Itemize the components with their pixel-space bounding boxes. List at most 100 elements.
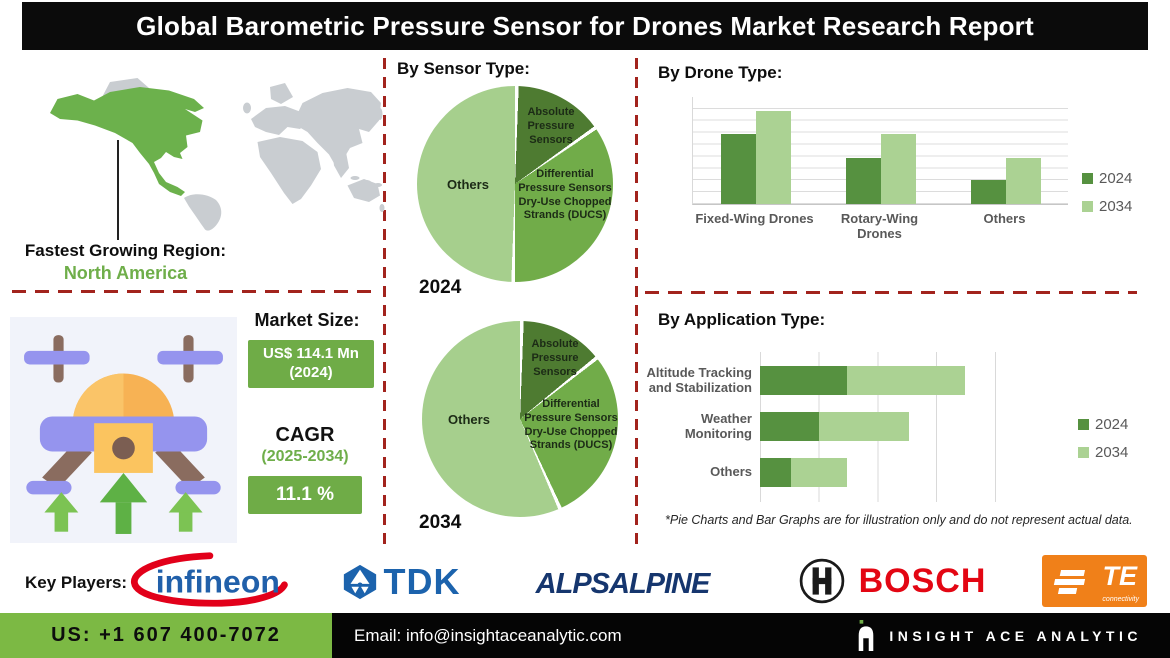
page-title: Global Barometric Pressure Sensor for Dr… [136, 10, 1034, 41]
bar-2024 [970, 180, 1006, 204]
map-pointer-line [117, 140, 119, 240]
infineon-logo: infineon [122, 549, 292, 609]
map-australia [347, 179, 380, 202]
pie1-label-others: Others [447, 177, 489, 192]
infineon-swoosh-icon: infineon [131, 552, 288, 607]
app-row: Weather Monitoring [645, 410, 997, 441]
x-category-label: Fixed-Wing Drones [695, 211, 814, 226]
disclaimer-footnote: *Pie Charts and Bar Graphs are for illus… [665, 513, 1133, 527]
drone-type-bars [693, 97, 1068, 204]
y-category-label: Weather Monitoring [684, 410, 752, 441]
bosch-wordmark: BOSCH [858, 561, 987, 600]
legend-item-2034: 2034 [1078, 444, 1128, 461]
app-row: Altitude Tracking and Stabilization [645, 364, 997, 395]
bar-2024 [845, 158, 881, 204]
market-size-value: US$ 114.1 Mn (2024) [248, 340, 374, 388]
legend-label-2024: 2024 [1095, 416, 1129, 433]
drone-type-categories: Fixed-Wing Drones Rotary-Wing Drones Other… [692, 211, 1067, 241]
tdk-wordmark: TDK [383, 561, 461, 602]
bar-group [693, 97, 818, 204]
footer-bar: US: +1 607 400-7072 Email: info@insighta… [0, 613, 1170, 658]
map-asia [295, 88, 381, 165]
sensor-type-heading: By Sensor Type: [397, 59, 530, 78]
legend-label-2024: 2024 [1099, 170, 1133, 187]
pie2-label-others: Others [448, 412, 490, 427]
world-map-svg [50, 78, 385, 231]
drone-svg [24, 335, 223, 534]
map-africa [257, 137, 321, 204]
application-type-chart: Altitude Tracking and Stabilization Weath… [645, 352, 997, 504]
brand-logo: INSIGHT ACE ANALYTIC [855, 620, 1142, 651]
bar-group [943, 97, 1068, 204]
y-category-label: Altitude Tracking and Stabilization [646, 364, 752, 395]
te-connectivity-logo: TE connectivity [1042, 555, 1147, 607]
segment-2024 [760, 412, 819, 441]
te-sub-wordmark: connectivity [1102, 596, 1139, 603]
bar-2034 [1005, 158, 1041, 204]
world-map [35, 72, 385, 235]
email-address: Email: info@insightaceanalytic.com [354, 625, 622, 645]
bar-group [818, 97, 943, 204]
te-bars-icon [1053, 570, 1086, 594]
alps-alpine-logo: ALPSALPINE [505, 564, 740, 604]
legend-item-2024: 2024 [1078, 416, 1128, 433]
legend-swatch-2034 [1082, 201, 1093, 212]
bar-2034 [880, 134, 916, 204]
market-size-label: Market Size: [254, 310, 360, 330]
legend-item-2024: 2024 [1082, 170, 1132, 187]
region-value: North America [63, 263, 188, 283]
pie2-label-ducs: Differential Pressure Sensors Dry-Use Ch… [524, 398, 618, 452]
stacked-bar [760, 458, 996, 487]
drone-camera [112, 436, 135, 460]
phone-number: US: +1 607 400-7072 [51, 624, 281, 646]
alps-alpine-wordmark: ALPSALPINE [535, 567, 711, 600]
y-category-label: Others [710, 464, 752, 480]
legend-label-2034: 2034 [1099, 198, 1133, 215]
legend-swatch-2034 [1078, 447, 1089, 458]
legend-swatch-2024 [1078, 419, 1089, 430]
title-bar: Global Barometric Pressure Sensor for Dr… [22, 2, 1148, 50]
application-chart-rows: Altitude Tracking and Stabilization Weath… [645, 352, 997, 504]
divider-horizontal-left [12, 290, 380, 293]
insight-ace-a-icon [859, 620, 874, 651]
cagr-label: CAGR [275, 424, 335, 446]
stacked-bar [760, 366, 996, 395]
legend-swatch-2024 [1082, 173, 1093, 184]
pie-chart-2024 [417, 86, 613, 282]
pie1-year: 2024 [419, 277, 462, 298]
drone-type-heading: By Drone Type: [658, 63, 783, 82]
cagr-value: 11.1 % [248, 476, 362, 514]
segment-2034 [819, 412, 909, 441]
pie2-year: 2034 [419, 512, 462, 533]
segment-2024 [760, 366, 848, 395]
segment-2034 [790, 458, 848, 487]
key-players-label: Key Players: [25, 573, 128, 592]
bar-2034 [755, 110, 791, 204]
stacked-bar [760, 412, 996, 441]
brand-name: INSIGHT ACE ANALYTIC [889, 627, 1142, 644]
legend-item-2034: 2034 [1082, 198, 1132, 215]
fastest-growing-region: Fastest Growing Region: North America [18, 241, 233, 284]
drone-type-chart-plot [692, 97, 1068, 205]
pie2-label-absolute: Absolute Pressure Sensors [531, 338, 579, 378]
application-type-heading: By Application Type: [658, 310, 826, 329]
region-label: Fastest Growing Region: [24, 241, 227, 260]
divider-vertical-left [383, 58, 386, 545]
bosch-anchor-icon [799, 558, 844, 604]
segment-2024 [760, 458, 791, 487]
divider-vertical-right [635, 58, 638, 545]
map-north-america-highlight [50, 87, 204, 196]
tdk-emblem-icon [343, 564, 376, 600]
divider-horizontal-right [645, 291, 1137, 294]
pie1-label-absolute: Absolute Pressure Sensors [527, 106, 575, 146]
footer-phone-panel: US: +1 607 400-7072 [0, 613, 332, 658]
drone-illustration [10, 317, 237, 543]
bar-2024 [720, 134, 756, 204]
te-wordmark: TE [1102, 561, 1137, 591]
drone-chart-legend: 2024 2034 [1082, 170, 1132, 215]
pie-chart-2034 [422, 321, 618, 517]
x-category-label: Others [983, 211, 1026, 226]
x-category-label: Rotary-Wing Drones [840, 211, 919, 241]
legend-label-2034: 2034 [1095, 444, 1129, 461]
